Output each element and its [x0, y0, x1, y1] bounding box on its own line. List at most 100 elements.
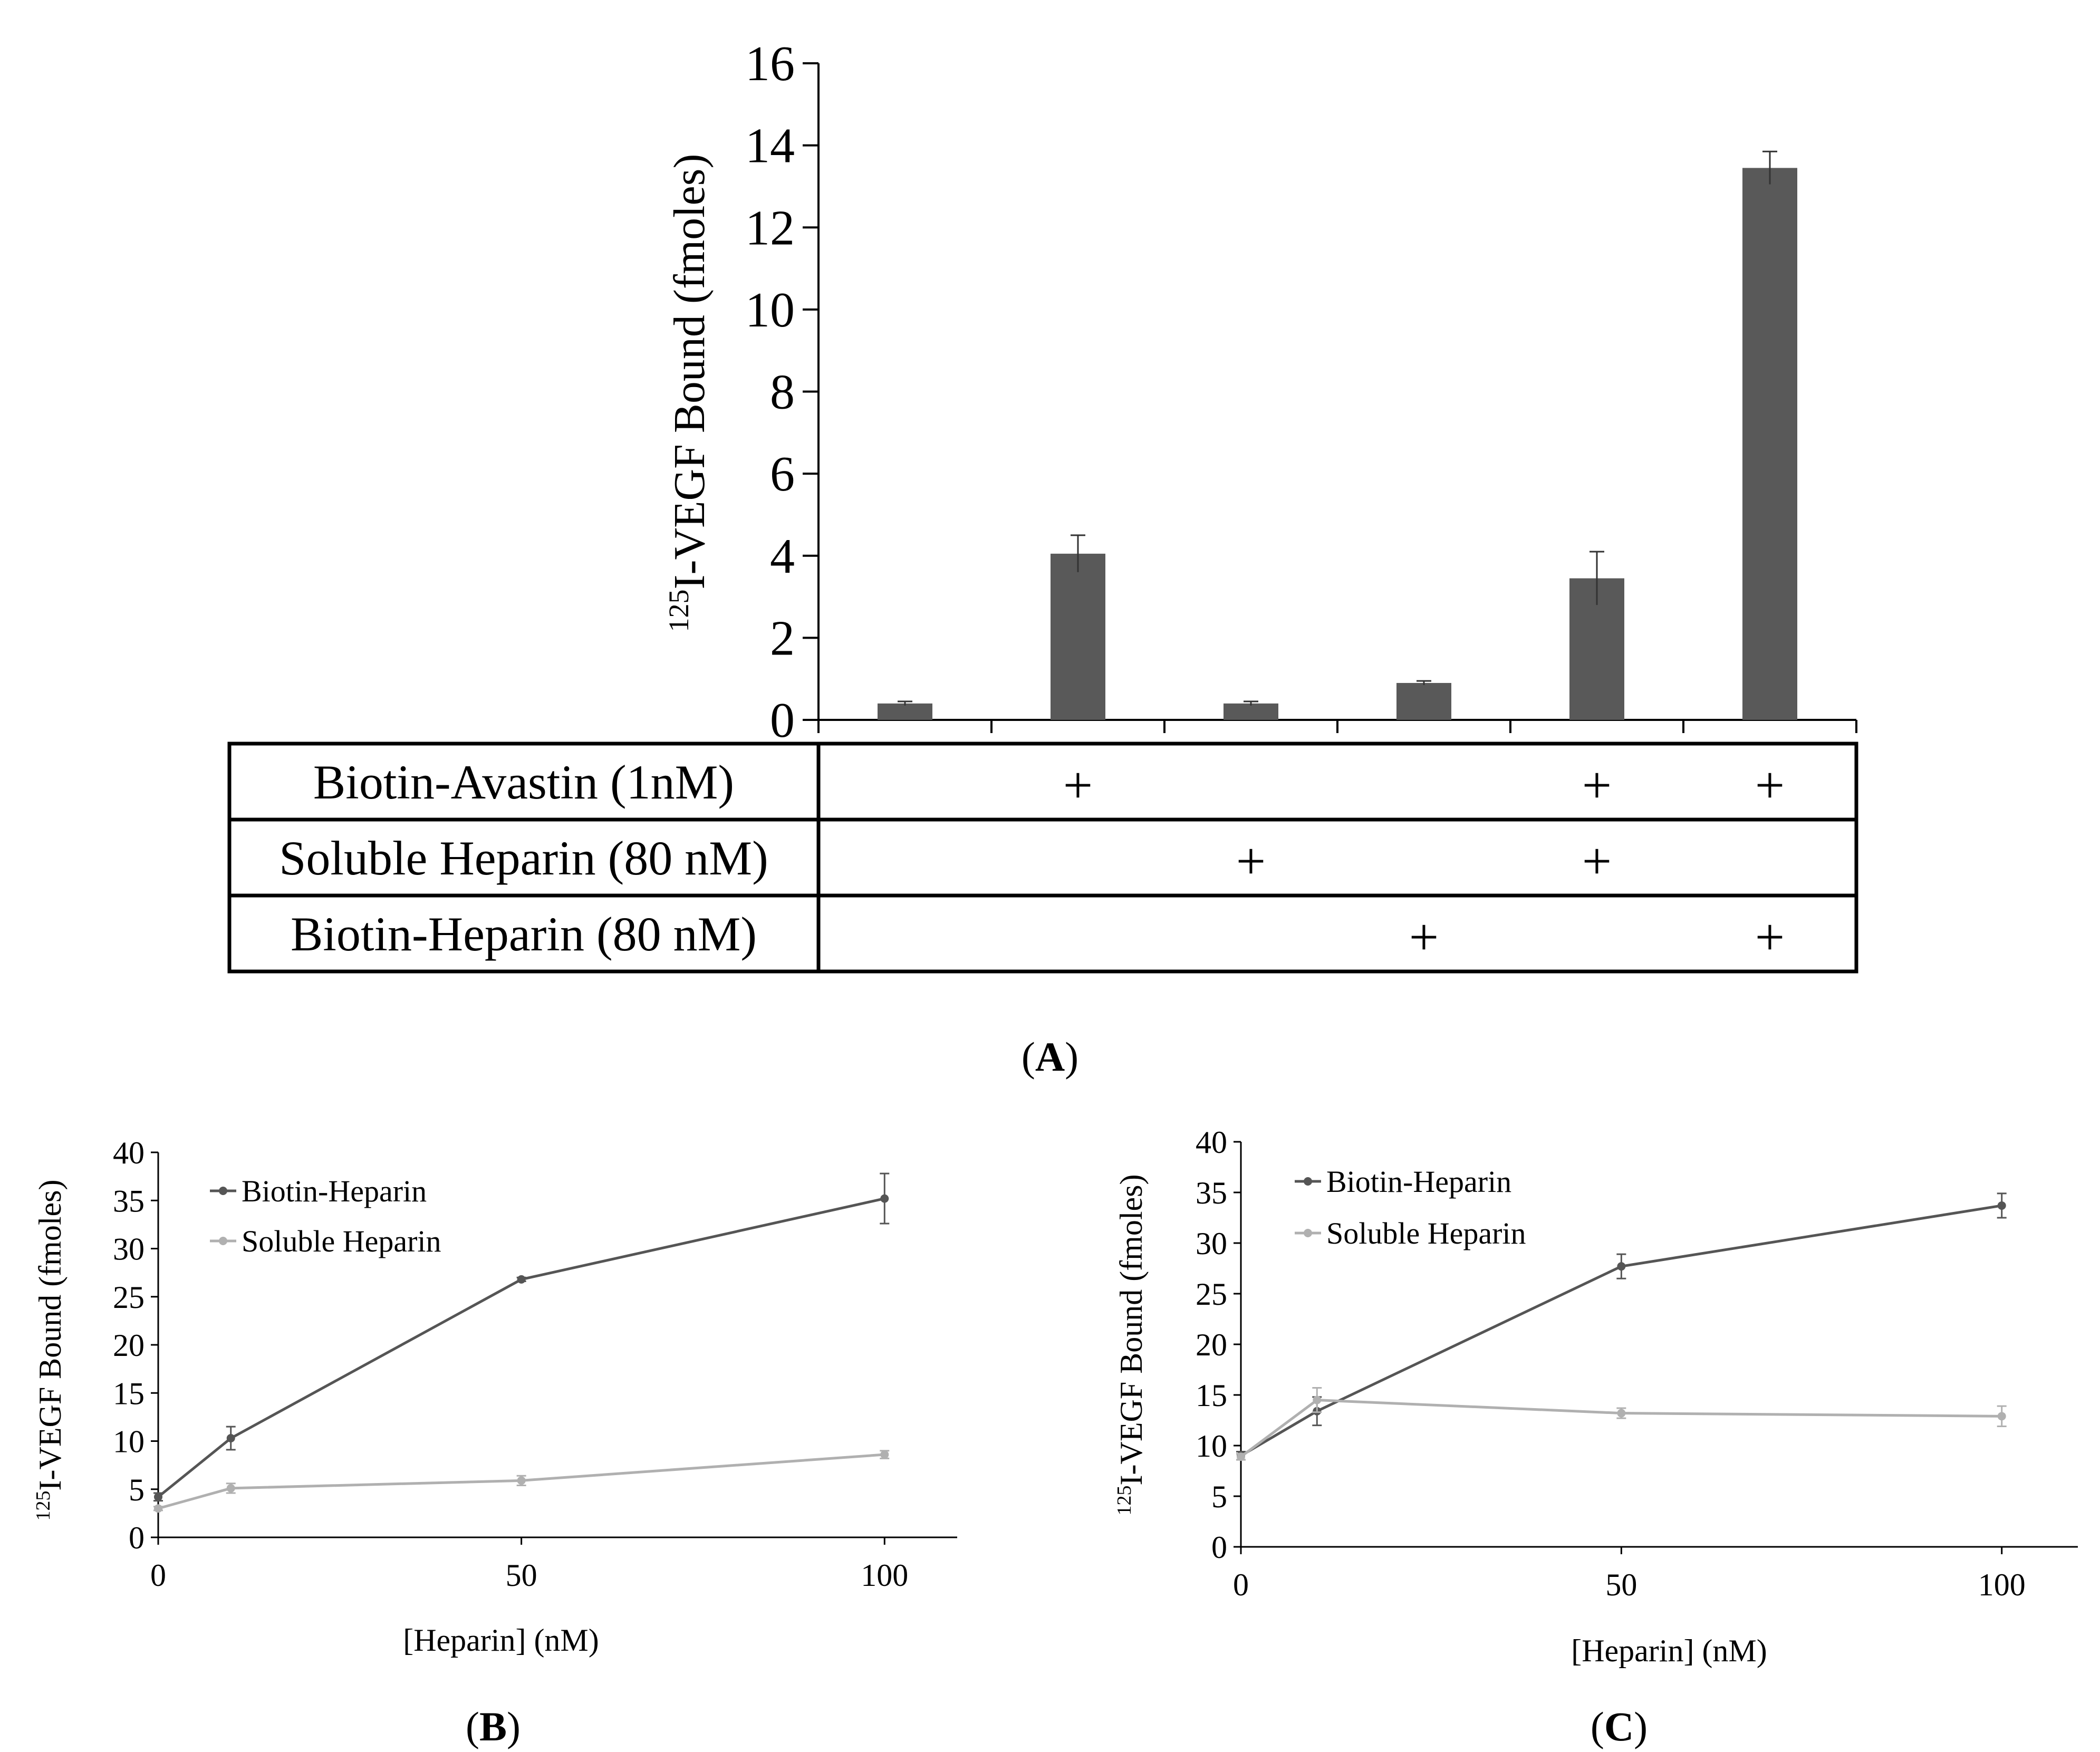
panel-a-y-tick-label: 10: [745, 283, 795, 338]
plus-mark: +: [1409, 908, 1439, 966]
panel-b-y-tick-label: 0: [129, 1520, 145, 1555]
panel-c-y-tick-label: 40: [1196, 1125, 1227, 1160]
panel-c-y-tick-label: 25: [1196, 1277, 1227, 1312]
panel-a-y-tick-label: 12: [745, 200, 795, 255]
condition-label-biotin-heparin: Biotin-Heparin (80 nM): [291, 907, 757, 961]
panel-c-series: [1236, 1192, 2007, 1461]
plus-mark: +: [1755, 908, 1785, 966]
panel-c-legend-label: Biotin-Heparin: [1326, 1164, 1511, 1199]
panel-c-x-axis-label: [Heparin] (nM): [1571, 1633, 1767, 1668]
panel-b-data-point: [517, 1275, 526, 1284]
bar: [878, 703, 932, 720]
condition-marks: + + + + + + +: [1063, 756, 1785, 966]
panel-b-y-tick-label: 5: [129, 1472, 145, 1507]
panel-c-x-tick-labels: 0 50 100: [1233, 1547, 2026, 1602]
panel-c-y-tick-label: 35: [1196, 1176, 1227, 1210]
panel-c-y-tick-label: 10: [1196, 1429, 1227, 1464]
panel-a-y-tick-label: 6: [770, 447, 795, 502]
panel-c-y-tick-label: 30: [1196, 1226, 1227, 1261]
panel-b-legend: Biotin-Heparin Soluble Heparin: [210, 1174, 441, 1258]
plus-mark: +: [1236, 832, 1266, 890]
panel-c-x-tick-label: 100: [1978, 1567, 2026, 1602]
panel-a-y-axis-label: 125I-VEGF Bound (fmoles): [663, 154, 714, 632]
panel-b-y-tick-label: 10: [113, 1424, 145, 1459]
panel-b-legend-marker: [219, 1187, 227, 1195]
panel-c-y-tick-label: 15: [1196, 1378, 1227, 1413]
plus-mark: +: [1582, 756, 1612, 814]
panel-b-y-tick-labels: 0 5 10 15 20 25 30 35 40: [113, 1135, 158, 1555]
panel-c-y-axis-label: 125I-VEGF Bound (fmoles): [1113, 1175, 1149, 1516]
panel-b-data-point: [880, 1450, 889, 1459]
bar: [1396, 682, 1451, 720]
panel-c-data-point: [1997, 1201, 2006, 1210]
bar: [1742, 168, 1797, 720]
panel-a-y-tick-label: 16: [745, 36, 795, 91]
panel-a-bar-chart: 0 2 4 6 8 10 12 14 16 125I-VEGF Bound (fmoles) B…: [227, 36, 1858, 1080]
panel-b-y-tick-label: 30: [113, 1232, 145, 1267]
panel-c-series-line: [1240, 1204, 2002, 1457]
condition-label-biotin-avastin: Biotin-Avastin (1nM): [313, 755, 734, 809]
panel-c-legend-marker: [1304, 1177, 1312, 1186]
bar: [1224, 703, 1278, 720]
panel-b-x-tick-label: 100: [861, 1558, 908, 1593]
panel-a-y-tick-label: 2: [770, 611, 795, 666]
panel-a-y-tick-label: 14: [745, 119, 795, 174]
bar: [1051, 553, 1105, 720]
panel-b-data-point: [226, 1484, 235, 1493]
panel-b-y-tick-label: 20: [113, 1328, 145, 1363]
panel-a-y-tick-label: 4: [770, 529, 795, 584]
panel-a-y-tick-labels: 0 2 4 6 8 10 12 14 16: [745, 36, 795, 748]
panel-a-caption: (A): [1022, 1034, 1078, 1080]
panel-c-series-line: [1240, 1399, 2002, 1458]
panel-c-x-tick-label: 0: [1233, 1567, 1249, 1602]
panel-b-y-tick-label: 15: [113, 1376, 145, 1411]
panel-b-y-tick-label: 35: [113, 1183, 145, 1218]
panel-c-y-tick-label: 20: [1196, 1327, 1227, 1362]
panel-c-data-point: [1617, 1409, 1626, 1418]
panel-a-y-axis: [803, 62, 820, 721]
panel-a-y-tick-label: 0: [770, 693, 795, 748]
panel-c-data-point: [1617, 1262, 1626, 1271]
plus-mark: +: [1063, 756, 1093, 814]
condition-label-soluble-heparin: Soluble Heparin (80 nM): [279, 831, 768, 885]
panel-c-y-tick-label: 5: [1211, 1479, 1227, 1514]
plus-mark: +: [1582, 832, 1612, 890]
panel-b-y-tick-label: 40: [113, 1135, 145, 1170]
panel-c-data-point: [1313, 1395, 1322, 1404]
panel-a-y-tick-label: 8: [770, 365, 795, 420]
panel-b-x-tick-labels: 0 50 100: [150, 1537, 908, 1593]
panel-c-data-point: [1997, 1412, 2006, 1421]
panel-c-caption: (C): [1591, 1703, 1648, 1749]
panel-b-series-line: [158, 1453, 885, 1510]
panel-c-data-point: [1237, 1452, 1245, 1461]
panel-b-data-point: [226, 1434, 235, 1443]
panel-b-legend-label: Biotin-Heparin: [242, 1174, 427, 1208]
panel-b-x-axis-label: [Heparin] (nM): [403, 1623, 599, 1658]
panel-a-bars: [878, 150, 1797, 720]
panel-a-x-ticks: [817, 720, 1857, 733]
plus-mark: +: [1755, 756, 1785, 814]
panel-c-line-chart: 0 5 10 15 20 25 30 35 40 0 50 100 Biotin-Heparin So…: [1113, 1125, 2078, 1749]
panel-b-y-tick-label: 25: [113, 1280, 145, 1315]
panel-b-caption: (B): [466, 1703, 521, 1749]
panel-b-data-point: [154, 1504, 162, 1513]
panel-b-data-point: [517, 1476, 526, 1485]
panel-b-series: [153, 1172, 890, 1513]
panel-b-data-point: [154, 1493, 162, 1501]
panel-b-data-point: [880, 1194, 889, 1203]
panel-c-legend-marker: [1304, 1229, 1312, 1237]
panel-b-series-line: [157, 1197, 885, 1498]
condition-table: Biotin-Avastin (1nM) Soluble Heparin (80…: [227, 742, 1858, 974]
panel-c-legend: Biotin-Heparin Soluble Heparin: [1295, 1164, 1526, 1250]
panel-b-y-axis-label: 125I-VEGF Bound (fmoles): [32, 1180, 68, 1521]
panel-b-line-chart: 0 5 10 15 20 25 30 35 40 0 50 100 Biotin-Heparin So…: [32, 1135, 957, 1749]
panel-b-x-tick-label: 0: [150, 1558, 166, 1593]
panel-b-legend-label: Soluble Heparin: [242, 1224, 441, 1258]
panel-c-legend-label: Soluble Heparin: [1326, 1216, 1526, 1250]
panel-b-legend-marker: [219, 1237, 227, 1245]
panel-b-x-tick-label: 50: [506, 1558, 537, 1593]
panel-c-x-tick-label: 50: [1605, 1567, 1637, 1602]
panel-c-y-tick-label: 0: [1211, 1530, 1227, 1565]
panel-c-y-tick-labels: 0 5 10 15 20 25 30 35 40: [1196, 1125, 1241, 1565]
